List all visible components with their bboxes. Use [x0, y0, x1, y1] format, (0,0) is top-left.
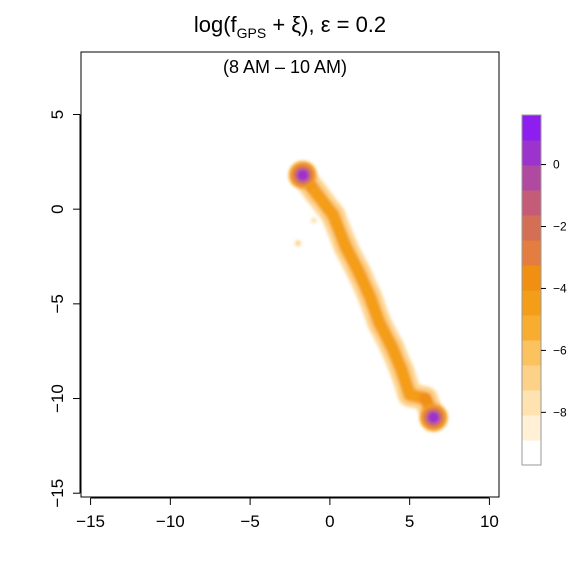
x-tick-label: 10 [480, 512, 499, 531]
density-layer [288, 161, 448, 432]
x-tick-label: 5 [405, 512, 414, 531]
chart-title: log(fGPS + ξ), ε = 0.2 [194, 12, 386, 41]
x-tick-label: −10 [156, 512, 185, 531]
colorbar-swatch [522, 440, 541, 466]
colorbar-swatch [522, 340, 541, 366]
y-tick-label: −10 [48, 384, 67, 413]
title-prefix: log(f [194, 12, 238, 37]
x-tick-label: 0 [325, 512, 334, 531]
hotspot-core [296, 169, 309, 182]
y-tick-label: 5 [48, 110, 67, 119]
colorbar-swatch [522, 240, 541, 266]
colorbar-swatch [522, 190, 541, 216]
colorbar-tick-label: 0 [553, 158, 560, 172]
y-axis: −15 −10 −5 0 5 [48, 110, 81, 508]
plot-frame [80, 51, 500, 498]
y-tick-label: 0 [48, 204, 67, 213]
title-suffix: + ξ), ε = 0.2 [266, 12, 386, 37]
y-tick-label: −15 [48, 479, 67, 508]
svg-text:log(fGPS + ξ), ε = 0.2: log(fGPS + ξ), ε = 0.2 [194, 12, 386, 41]
hotspot-core [427, 411, 440, 424]
x-axis: −15 −10 −5 0 5 10 [76, 497, 499, 531]
y-tick-label: −5 [48, 294, 67, 313]
colorbar-swatch [522, 140, 541, 166]
colorbar-swatch [522, 390, 541, 416]
colorbar-frame [521, 114, 542, 466]
colorbar-swatch [522, 365, 541, 391]
colorbar-swatch [522, 215, 541, 241]
density-stray-point [294, 240, 301, 247]
colorbar-tick-label: −4 [553, 281, 567, 295]
colorbar-tick-label: −8 [553, 405, 567, 419]
colorbar-swatch [522, 265, 541, 291]
colorbar-swatch [522, 165, 541, 191]
title-subscript: GPS [237, 25, 267, 41]
colorbar-tick-label: −2 [553, 220, 567, 234]
colorbar-swatch [522, 115, 541, 141]
colorbar-tick-label: −6 [553, 343, 567, 357]
density-stray-point [310, 217, 317, 224]
chart-subtitle: (8 AM – 10 AM) [223, 57, 347, 77]
x-tick-label: −15 [76, 512, 105, 531]
colorbar: 0 −2 −4 −6 −8 [521, 114, 567, 466]
colorbar-swatch [522, 290, 541, 316]
colorbar-swatch [522, 415, 541, 441]
colorbar-swatch [522, 315, 541, 341]
x-tick-label: −5 [240, 512, 259, 531]
